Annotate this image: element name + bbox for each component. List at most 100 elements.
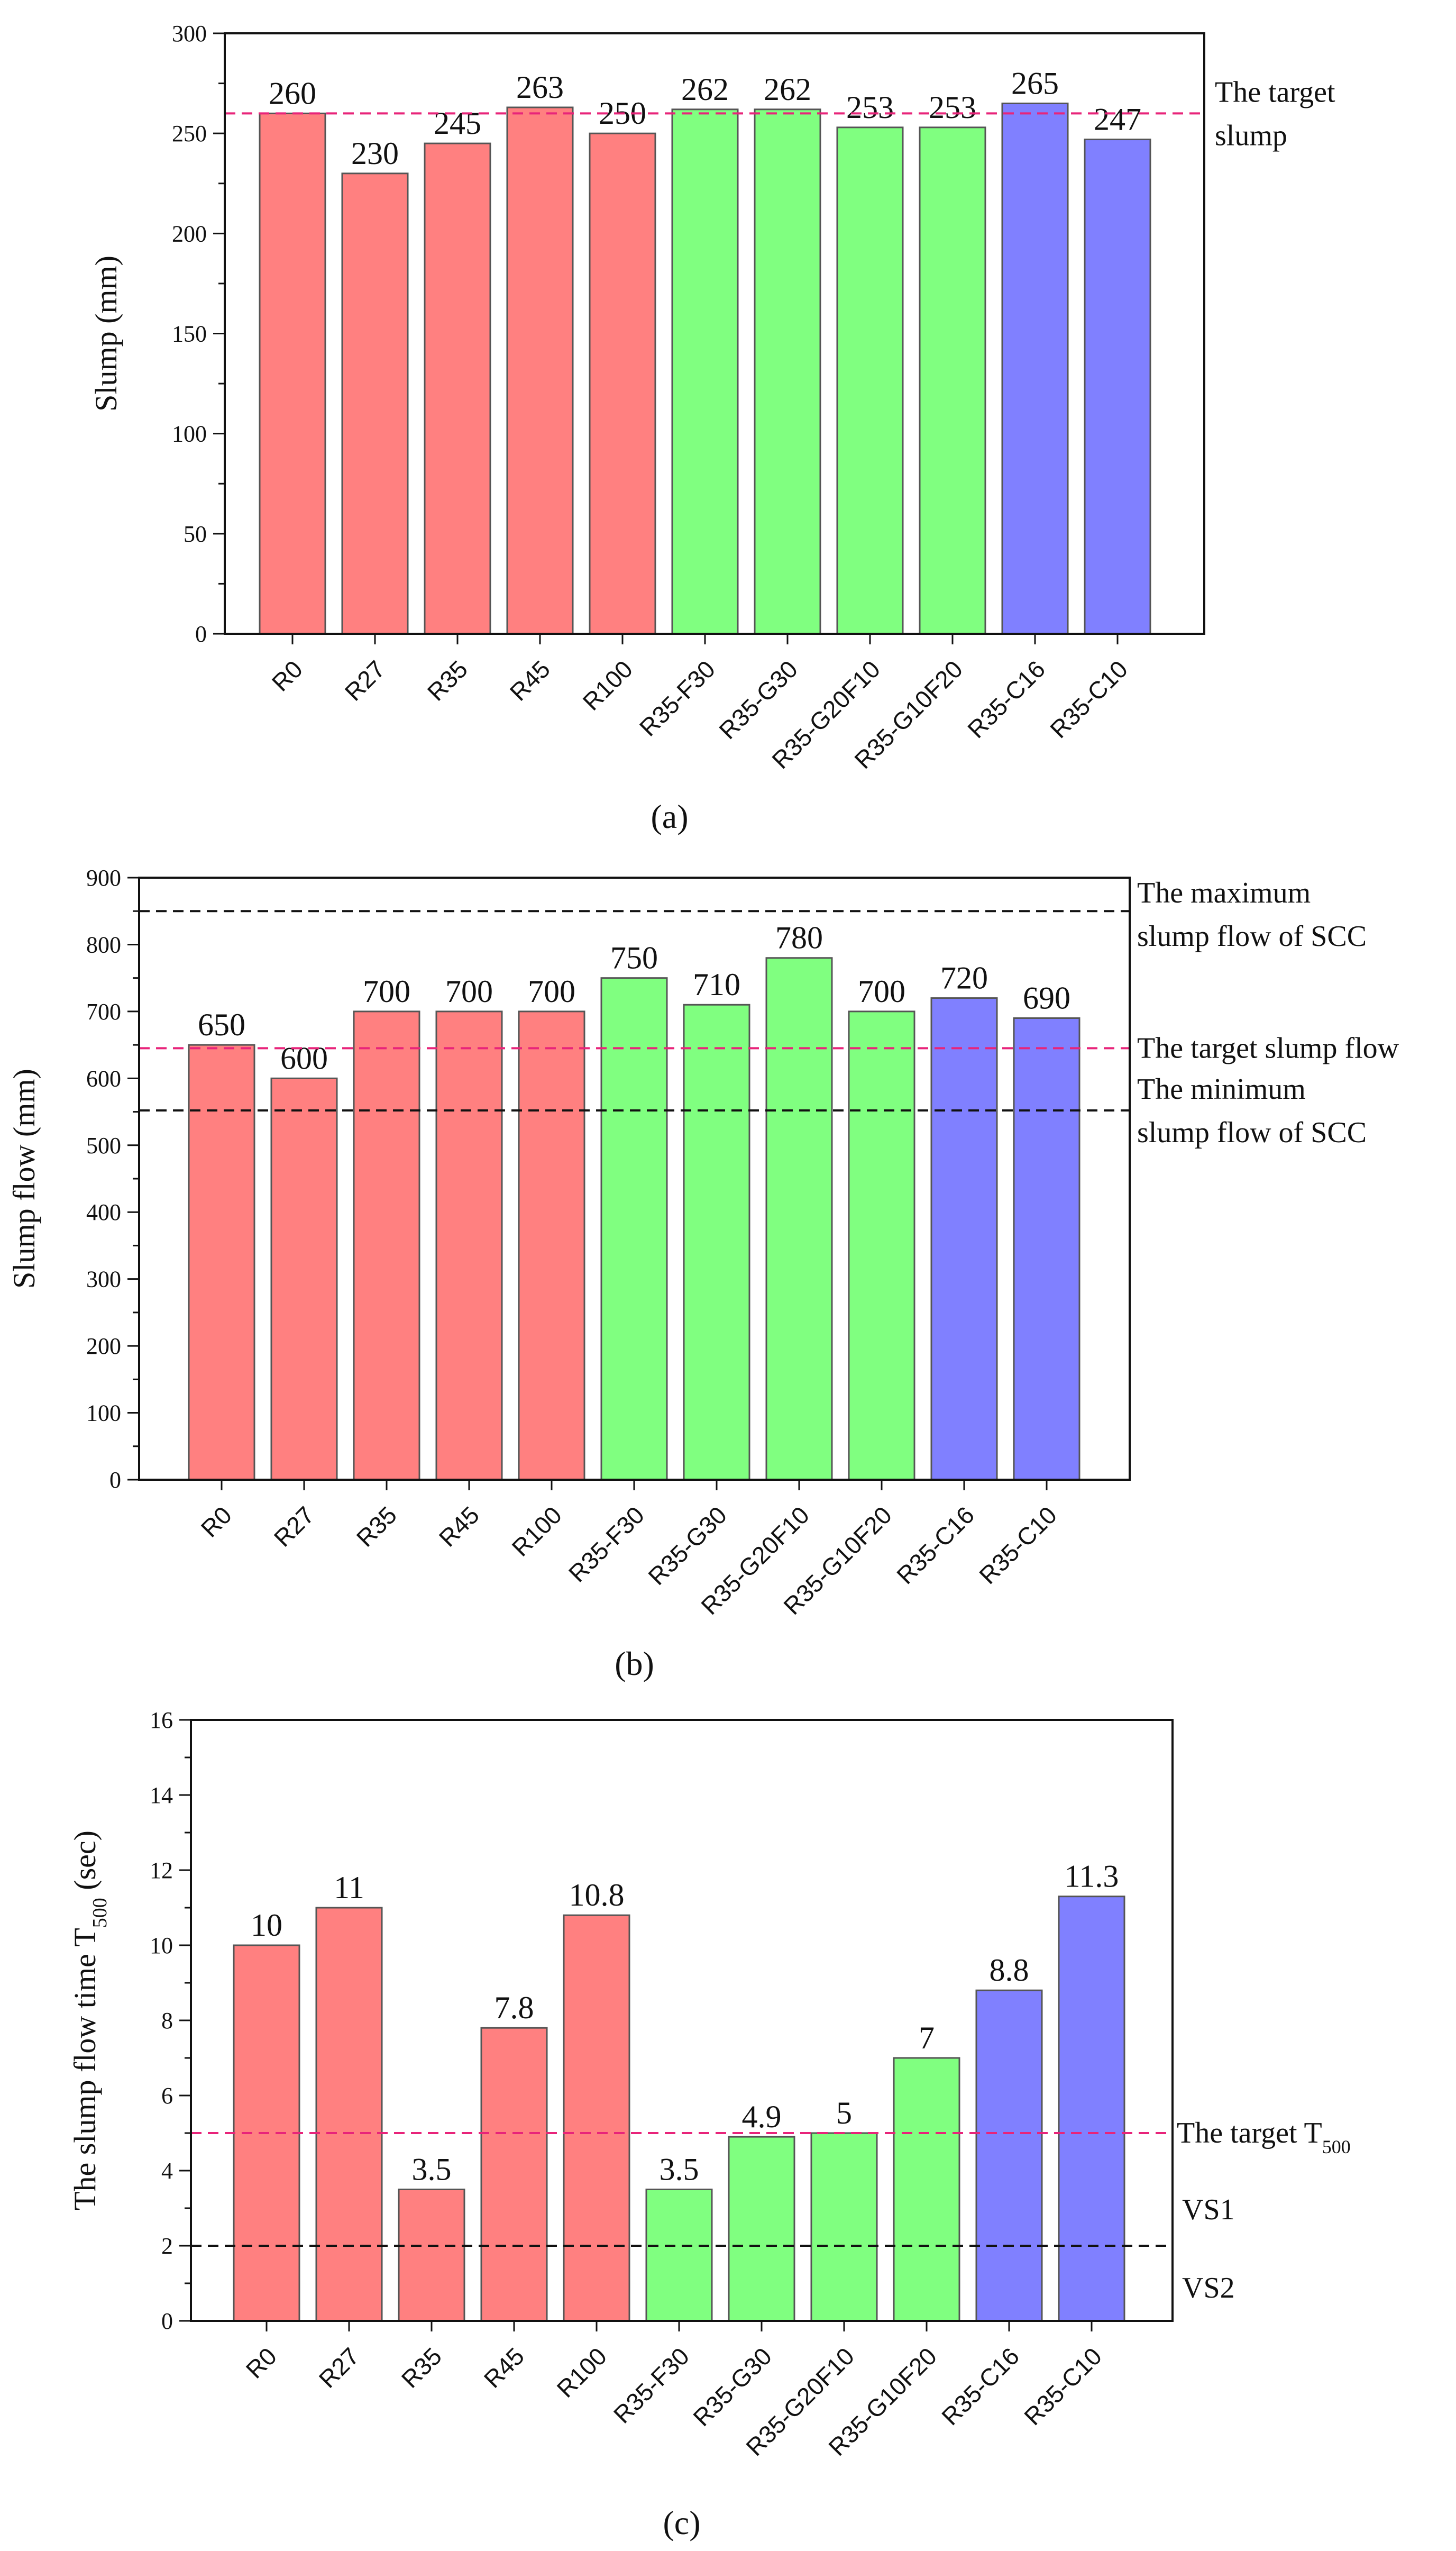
y-tick-label: 250 <box>172 121 207 147</box>
y-tick-label: 900 <box>86 865 121 891</box>
x-tick-label: R35 <box>396 2342 447 2393</box>
bar-R35-F30 <box>645 2189 713 2322</box>
bar-R35-G10F20 <box>919 126 986 635</box>
bar-R0 <box>188 1044 255 1481</box>
data-label: 263 <box>516 70 564 105</box>
bar-R35-C16 <box>975 1989 1043 2322</box>
bar-R27 <box>270 1077 338 1481</box>
x-tick-label: R35 <box>422 655 473 706</box>
y-tick-label: 50 <box>184 521 207 547</box>
bar-R35 <box>353 1010 420 1481</box>
data-label: 247 <box>1094 102 1141 137</box>
y-tick-label: 0 <box>161 2308 173 2334</box>
bar-R45 <box>435 1010 503 1481</box>
data-label: 3.5 <box>660 2152 699 2187</box>
data-label: 11.3 <box>1065 1859 1119 1894</box>
x-tick-label: R35-C10 <box>974 1501 1062 1589</box>
y-tick-label: 2 <box>161 2233 173 2259</box>
data-label: 700 <box>858 974 905 1009</box>
bar-R35-G30 <box>728 2136 795 2322</box>
data-label: 700 <box>528 974 575 1009</box>
bar-R0 <box>259 112 326 635</box>
y-tick-label: 0 <box>195 621 207 647</box>
x-tick-label: R35-F30 <box>608 2342 694 2428</box>
bar-R35 <box>424 142 491 635</box>
bar-R100 <box>589 132 656 635</box>
reference-line-label: The target <box>1215 76 1335 108</box>
y-tick-label: 100 <box>172 421 207 447</box>
y-tick-label: 800 <box>86 932 121 958</box>
y-tick-label: 400 <box>86 1199 121 1225</box>
data-label: 10 <box>251 1908 282 1943</box>
data-label: 260 <box>269 76 316 111</box>
bar-R35-C10 <box>1084 139 1151 635</box>
y-axis-label: The slump flow time T500 (sec) <box>68 1830 111 2210</box>
plot-frame <box>138 877 1131 1481</box>
panel-caption: (b) <box>615 1645 654 1682</box>
y-axis-label-subscript: 500 <box>89 1898 111 1928</box>
x-tick-label: R35-C16 <box>936 2342 1024 2430</box>
x-tick-label: R35-F30 <box>634 655 720 741</box>
y-tick-label: 150 <box>172 321 207 347</box>
y-tick-label: 8 <box>161 2008 173 2034</box>
x-tick-label: R35-C10 <box>1045 655 1133 743</box>
x-tick-label: R35-F30 <box>563 1501 649 1587</box>
x-tick-label: R0 <box>196 1501 237 1542</box>
data-label: 262 <box>764 72 811 107</box>
data-label: 265 <box>1011 66 1059 101</box>
region-label-vs1: VS1 <box>1182 2193 1235 2226</box>
y-tick-label: 200 <box>172 221 207 247</box>
bar-R35-F30 <box>671 108 739 635</box>
data-label: 245 <box>434 106 481 141</box>
y-tick-label: 700 <box>86 999 121 1025</box>
data-label: 253 <box>929 90 976 125</box>
x-tick-label: R35-C16 <box>891 1501 979 1589</box>
bar-R35-G30 <box>754 108 821 635</box>
region-label-vs2: VS2 <box>1182 2272 1235 2304</box>
data-label: 4.9 <box>742 2099 782 2134</box>
x-tick-label: R27 <box>314 2342 364 2393</box>
data-label: 700 <box>363 974 410 1009</box>
y-tick-label: 100 <box>86 1400 121 1426</box>
data-label: 690 <box>1023 981 1070 1016</box>
x-tick-label: R100 <box>552 2342 612 2403</box>
bar-R27 <box>315 1907 383 2322</box>
x-tick-label: R100 <box>507 1501 567 1562</box>
y-tick-label: 0 <box>109 1467 121 1493</box>
bar-R35-G10F20 <box>893 2057 960 2322</box>
bar-R35-G10F20 <box>848 1010 915 1481</box>
data-label: 262 <box>681 72 729 107</box>
data-label: 3.5 <box>412 2152 452 2187</box>
x-tick-label: R100 <box>578 655 638 716</box>
y-tick-label: 16 <box>150 1707 173 1733</box>
bar-R100 <box>563 1914 630 2322</box>
y-tick-label: 10 <box>150 1933 173 1958</box>
data-label: 7 <box>919 2020 935 2055</box>
data-label: 7.8 <box>495 1990 534 2025</box>
y-tick-label: 4 <box>161 2158 173 2184</box>
reference-line-label: slump flow of SCC <box>1137 920 1367 953</box>
bar-R35-C16 <box>930 997 998 1481</box>
data-label: 230 <box>351 136 399 171</box>
data-label: 10.8 <box>569 1878 625 1912</box>
bar-R35-C16 <box>1001 102 1069 635</box>
bar-R35-G20F10 <box>765 957 833 1481</box>
x-tick-label: R0 <box>267 655 308 696</box>
y-tick-label: 300 <box>172 21 207 47</box>
bar-R45 <box>480 2027 548 2322</box>
data-label: 253 <box>846 90 894 125</box>
reference-line-label: The maximum <box>1137 877 1311 909</box>
y-tick-label: 300 <box>86 1267 121 1292</box>
bar-R35 <box>398 2189 465 2322</box>
panel-caption: (a) <box>651 798 688 835</box>
x-tick-label: R45 <box>505 655 555 706</box>
bar-R45 <box>506 106 574 635</box>
y-tick-label: 12 <box>150 1857 173 1883</box>
y-axis-label: Slump (mm) <box>89 256 123 412</box>
x-tick-label: R27 <box>340 655 390 706</box>
x-tick-label: R45 <box>479 2342 529 2393</box>
bar-R35-G30 <box>683 1004 750 1481</box>
data-label: 720 <box>940 961 988 996</box>
data-label: 8.8 <box>990 1953 1029 1988</box>
